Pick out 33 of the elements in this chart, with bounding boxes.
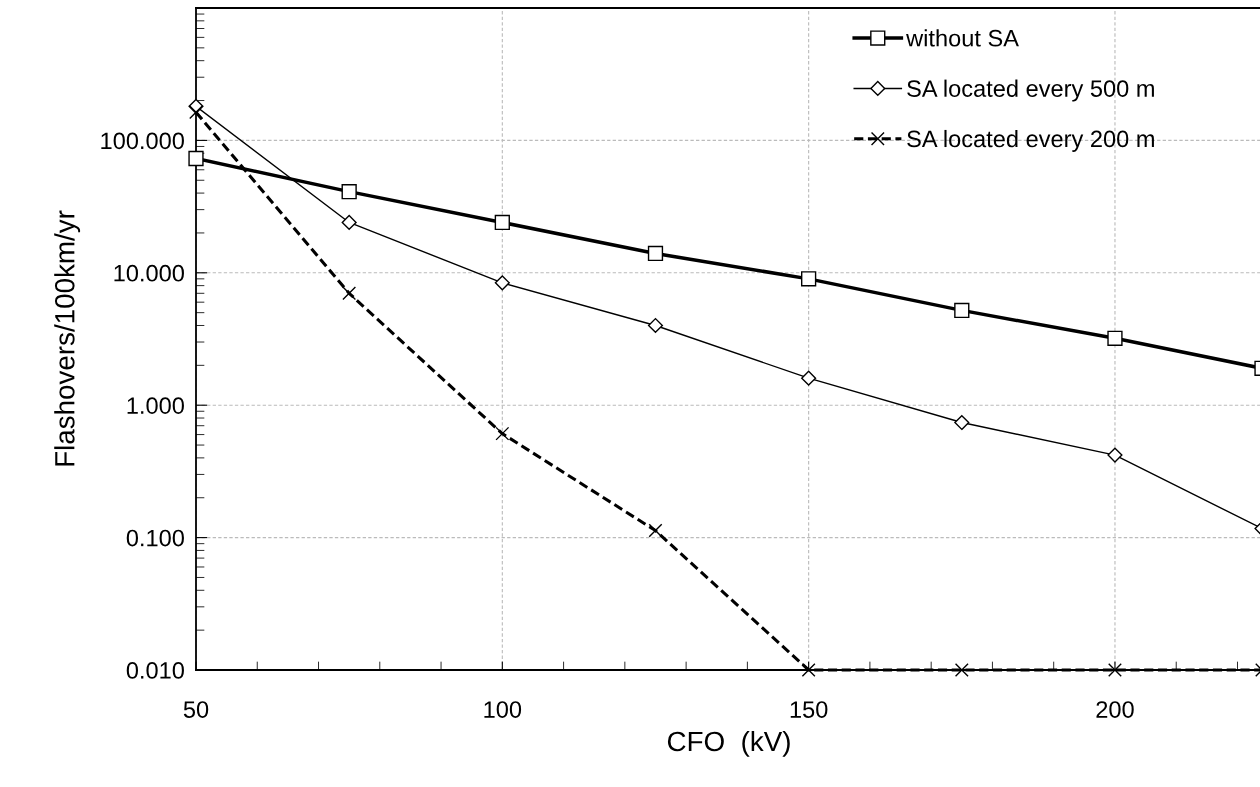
point bbox=[1107, 330, 1123, 346]
legend-label: SA located every 500 m bbox=[907, 79, 1154, 102]
y-axis-title: Flashovers/100km/yr bbox=[54, 210, 81, 466]
y-tick-label: 0.100 bbox=[126, 529, 184, 547]
point bbox=[801, 271, 817, 287]
x-axis-title: CFO (kV) bbox=[667, 730, 790, 757]
point bbox=[494, 214, 510, 231]
point bbox=[647, 245, 664, 262]
point bbox=[1108, 663, 1122, 677]
point bbox=[954, 663, 969, 677]
x-tick-label: 100 bbox=[484, 701, 522, 718]
y-tick-label: 0.010 bbox=[126, 662, 184, 679]
point bbox=[648, 523, 663, 538]
x-tick-label: 200 bbox=[1096, 701, 1134, 718]
x-tick-label: 150 bbox=[790, 701, 828, 718]
point bbox=[494, 275, 510, 291]
point bbox=[801, 370, 817, 386]
point bbox=[801, 663, 816, 677]
point bbox=[1107, 447, 1123, 463]
y-tick-label: 10.000 bbox=[114, 264, 184, 282]
point bbox=[341, 214, 357, 231]
point bbox=[188, 150, 204, 167]
point bbox=[341, 184, 357, 200]
point bbox=[342, 286, 357, 301]
y-tick-label: 100.000 bbox=[101, 132, 184, 150]
point bbox=[954, 302, 970, 319]
legend-label: without SA bbox=[906, 29, 1019, 47]
x-tick-label: 50 bbox=[183, 701, 209, 718]
y-tick-label: 1.000 bbox=[127, 397, 184, 414]
legend-label: SA located every 200 m bbox=[907, 129, 1154, 152]
point bbox=[495, 426, 510, 441]
point bbox=[954, 414, 970, 431]
point bbox=[189, 105, 203, 120]
